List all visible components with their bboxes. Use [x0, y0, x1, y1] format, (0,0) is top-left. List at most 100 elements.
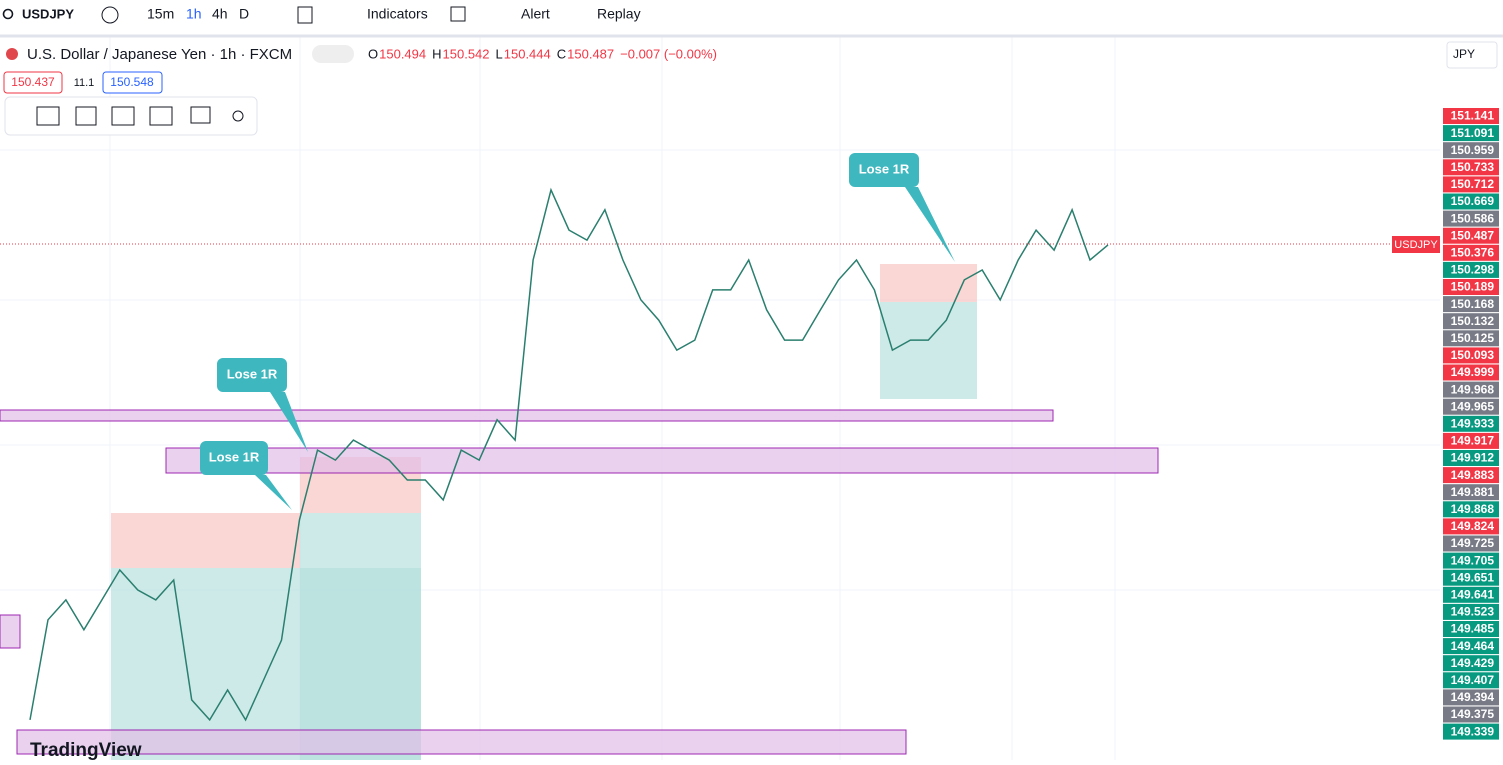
bid-box[interactable] [3, 71, 63, 94]
symbol-flag [6, 48, 18, 60]
alert-button[interactable]: Alert [521, 6, 550, 22]
price-label-box [1443, 638, 1499, 655]
tool-button[interactable] [36, 106, 60, 126]
callout-tail [255, 475, 292, 510]
price-label-box [1443, 501, 1499, 518]
callouts: Lose 1R Lose 1R Lose 1R [200, 153, 955, 510]
change: −0.007 (−0.00%) [620, 46, 717, 61]
price-label-box [1443, 415, 1499, 432]
stop-zone [111, 513, 300, 568]
interval-button[interactable]: D [239, 6, 249, 22]
tool-button[interactable] [190, 106, 211, 124]
drawing-tools [36, 106, 244, 126]
symbol-search[interactable]: USDJPY [22, 6, 74, 21]
zone [165, 447, 1159, 474]
search-icon[interactable] [2, 8, 14, 20]
price-label: 150.298 [1451, 263, 1495, 277]
callout-text: Lose 1R [859, 161, 910, 176]
interval-button[interactable]: 4h [212, 6, 228, 22]
price-label-box [1443, 706, 1499, 723]
price-label-box [1443, 159, 1499, 176]
compare-button[interactable] [101, 6, 119, 24]
price-label-box [1443, 586, 1499, 603]
zone [0, 614, 21, 649]
price-label: 150.189 [1451, 280, 1495, 294]
zones [0, 409, 1159, 755]
price-label: 150.132 [1451, 314, 1495, 328]
price-label: 150.733 [1451, 160, 1495, 174]
price-label-box [1443, 227, 1499, 244]
price-label: 149.912 [1451, 451, 1495, 465]
zone [0, 409, 1054, 422]
chart-type-button[interactable] [297, 6, 313, 24]
price-label: 150.376 [1451, 245, 1495, 259]
price-label: 149.394 [1451, 690, 1495, 704]
zone [16, 729, 907, 755]
tool-button[interactable] [149, 106, 173, 126]
price-label: 149.965 [1451, 399, 1495, 413]
price-label: 149.824 [1451, 519, 1495, 533]
currency: JPY [1453, 47, 1475, 61]
price-label: 150.669 [1451, 194, 1495, 208]
price-label-box [1443, 364, 1499, 381]
drawing-toolbar [4, 96, 258, 136]
price-label-box [1443, 535, 1499, 552]
currency-button[interactable] [1446, 41, 1498, 69]
price-label-box [1443, 484, 1499, 501]
indicators-button[interactable]: Indicators [367, 6, 428, 22]
price-label-box [1443, 398, 1499, 415]
price-label: 149.375 [1451, 707, 1495, 721]
price-label: 149.881 [1451, 485, 1495, 499]
more-button[interactable] [232, 110, 244, 122]
price-label: 150.168 [1451, 297, 1495, 311]
price-label-box [1443, 330, 1499, 347]
price-label-box [1443, 672, 1499, 689]
tool-button[interactable] [75, 106, 97, 126]
price-label-box [1443, 621, 1499, 637]
price-label: 150.586 [1451, 211, 1495, 225]
ohlc-value: 150.542 [443, 46, 490, 61]
price-label-box [1443, 381, 1499, 398]
price-label-box [1443, 552, 1499, 569]
price-label-box [1443, 261, 1499, 278]
price-label: 150.093 [1451, 348, 1495, 362]
callout [217, 358, 287, 392]
top-toolbar [0, 0, 1503, 34]
templates-button[interactable] [450, 6, 466, 22]
price-label: 149.968 [1451, 382, 1495, 396]
price-label-box [1443, 467, 1499, 484]
price-label: 149.868 [1451, 502, 1495, 516]
ask-box[interactable] [102, 71, 163, 94]
price-label: 149.651 [1451, 570, 1495, 584]
price-label-box [1443, 176, 1499, 193]
price-label-box [1443, 518, 1499, 535]
symbol-tag: USDJPY [1394, 239, 1438, 251]
price-label-box [1443, 193, 1499, 210]
price-label-box [1443, 244, 1499, 261]
price-label: 151.141 [1451, 109, 1495, 123]
symbol-tag-box [1392, 236, 1440, 253]
price-label: 149.641 [1451, 587, 1495, 601]
price-label-box [1443, 210, 1499, 227]
interval-button[interactable]: 1h [186, 6, 202, 22]
interval-button[interactable]: 15m [147, 6, 174, 22]
callout [200, 441, 268, 475]
price-label-box [1443, 432, 1499, 449]
price-label-box [1443, 125, 1499, 142]
price-label-box [1443, 723, 1499, 740]
price-label: 149.725 [1451, 536, 1495, 550]
price-label-box [1443, 108, 1499, 124]
ohlc-label: C [557, 46, 566, 61]
price-label: 149.917 [1451, 434, 1495, 448]
price-label-box [1443, 279, 1499, 295]
price-line [29, 187, 1109, 722]
price-label: 149.464 [1451, 639, 1495, 653]
tool-button[interactable] [111, 106, 135, 126]
price-labels: 151.141 151.091 150.959 150.733 150.712 150.6… [1443, 108, 1499, 740]
replay-button[interactable]: Replay [597, 6, 641, 22]
price-label-box [1443, 655, 1499, 672]
price-label: 149.999 [1451, 365, 1495, 379]
price-label-box [1443, 347, 1499, 364]
